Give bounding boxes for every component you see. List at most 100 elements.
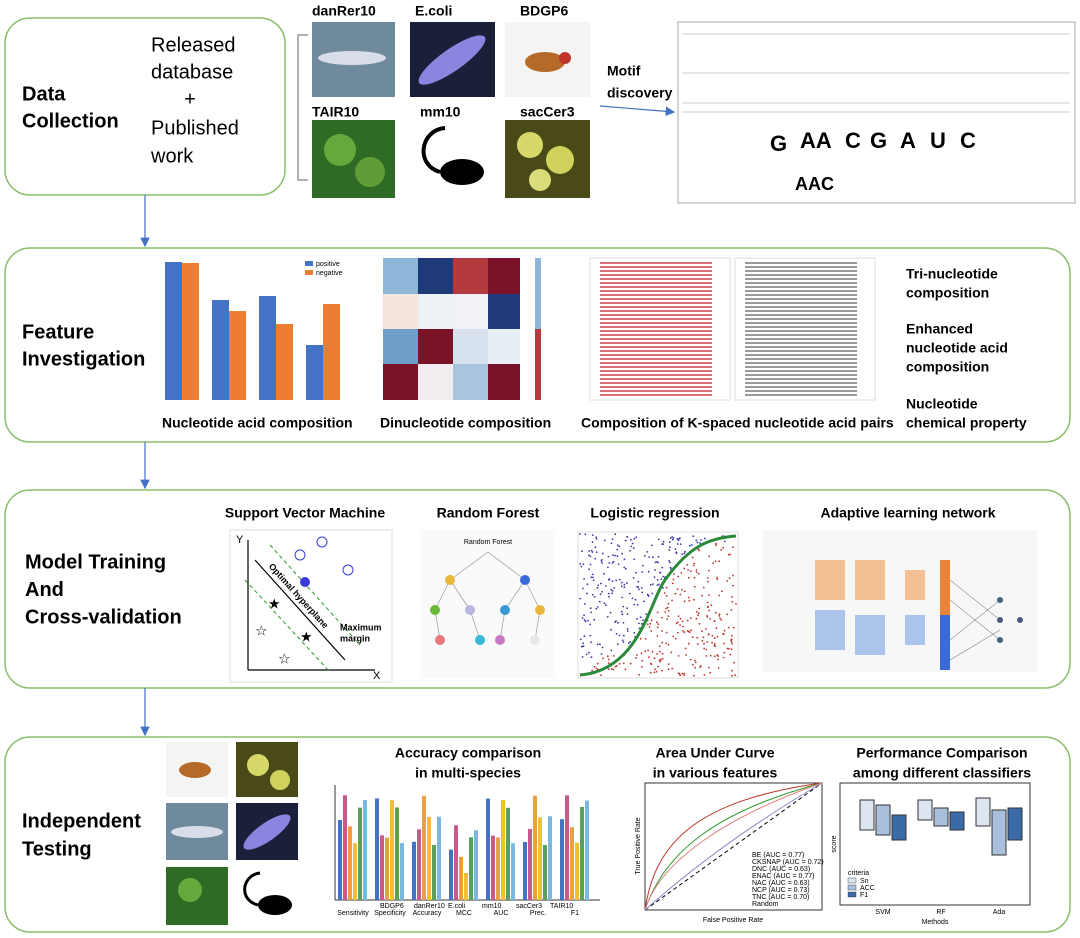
dot (667, 602, 670, 605)
legend-entry: BDGP6 (380, 903, 404, 910)
dot (665, 594, 668, 597)
section-title: And (25, 579, 64, 601)
dot (640, 587, 643, 589)
dot (730, 648, 733, 651)
species-name: E.coli (415, 3, 452, 19)
dot (669, 537, 672, 539)
axis-label: Methods (922, 919, 949, 926)
dot (642, 619, 644, 621)
chart-title: among different classifiers (853, 765, 1031, 781)
dot (621, 552, 624, 555)
legend-entry: BE (AUC = 0.77) (752, 852, 804, 859)
dot (683, 600, 686, 603)
dot (661, 641, 664, 644)
dot (714, 655, 716, 658)
dot (616, 548, 619, 551)
dot (679, 624, 681, 626)
x-tick-label: Accuracy (413, 910, 442, 917)
dot (677, 655, 680, 657)
dot (645, 613, 648, 615)
x-tick-label: Specificity (374, 910, 406, 917)
dot (669, 546, 671, 549)
dot (594, 557, 597, 560)
dot (633, 632, 636, 634)
dot (616, 555, 619, 557)
bar (528, 828, 532, 900)
bar (565, 795, 569, 900)
bar (533, 795, 537, 900)
dot (630, 539, 632, 541)
dot (708, 666, 710, 669)
dot (711, 641, 713, 644)
rf-illustration (420, 530, 555, 678)
dot (693, 562, 695, 565)
dot (656, 579, 659, 581)
dot (626, 582, 628, 584)
dot (706, 601, 709, 604)
dot (592, 579, 595, 582)
aln-illustration (763, 530, 1037, 672)
bar (338, 820, 342, 900)
dot (661, 566, 664, 569)
dot (651, 650, 654, 653)
dot (590, 641, 592, 644)
dot (687, 642, 690, 645)
dot (659, 650, 661, 653)
dot (700, 665, 702, 667)
dot (635, 536, 638, 538)
dot (611, 592, 613, 595)
dot (590, 549, 593, 552)
dot (693, 585, 696, 588)
sigmoid (579, 534, 737, 677)
dot (620, 585, 623, 588)
bar (390, 800, 394, 900)
dot (655, 670, 658, 673)
x-tick-label: F1 (571, 910, 579, 917)
dot (612, 655, 615, 657)
dot (730, 609, 733, 611)
dot (687, 569, 689, 571)
dot (610, 588, 613, 591)
dot (718, 613, 721, 616)
dot (694, 659, 696, 662)
dot (581, 656, 584, 658)
dot (617, 563, 620, 565)
dot (677, 621, 679, 624)
dot (658, 645, 661, 647)
dot (689, 617, 692, 619)
dot (601, 646, 604, 649)
labels: Data Collection Released database + Published… (22, 3, 1031, 926)
dot (649, 584, 652, 586)
dot (672, 635, 675, 638)
dot (698, 549, 700, 552)
dot (637, 580, 640, 583)
dot (732, 626, 735, 629)
axis-label: score (831, 835, 838, 852)
dot (604, 604, 607, 607)
dot (719, 617, 721, 620)
section-title: Collection (22, 110, 119, 132)
dot (598, 600, 601, 603)
dot (687, 576, 690, 579)
svg-text:☆: ☆ (278, 651, 291, 667)
dot (718, 594, 721, 597)
dot (608, 595, 610, 598)
dot (583, 614, 585, 617)
dot (615, 620, 617, 622)
dot (682, 630, 684, 632)
dot (610, 668, 613, 670)
model-name: Support Vector Machine (225, 505, 385, 521)
dot (621, 639, 624, 642)
dot (684, 647, 687, 650)
dot (663, 592, 666, 594)
dot (601, 562, 603, 564)
dot (669, 566, 672, 569)
dot (651, 592, 654, 595)
legend-entry: NCP (AUC = 0.73) (752, 887, 810, 894)
dot (640, 652, 643, 655)
source-text: work (150, 145, 194, 167)
legend-entry: TAIR10 (550, 903, 573, 910)
bar-illustration (165, 261, 340, 400)
dot (672, 537, 675, 539)
dot (709, 654, 712, 657)
